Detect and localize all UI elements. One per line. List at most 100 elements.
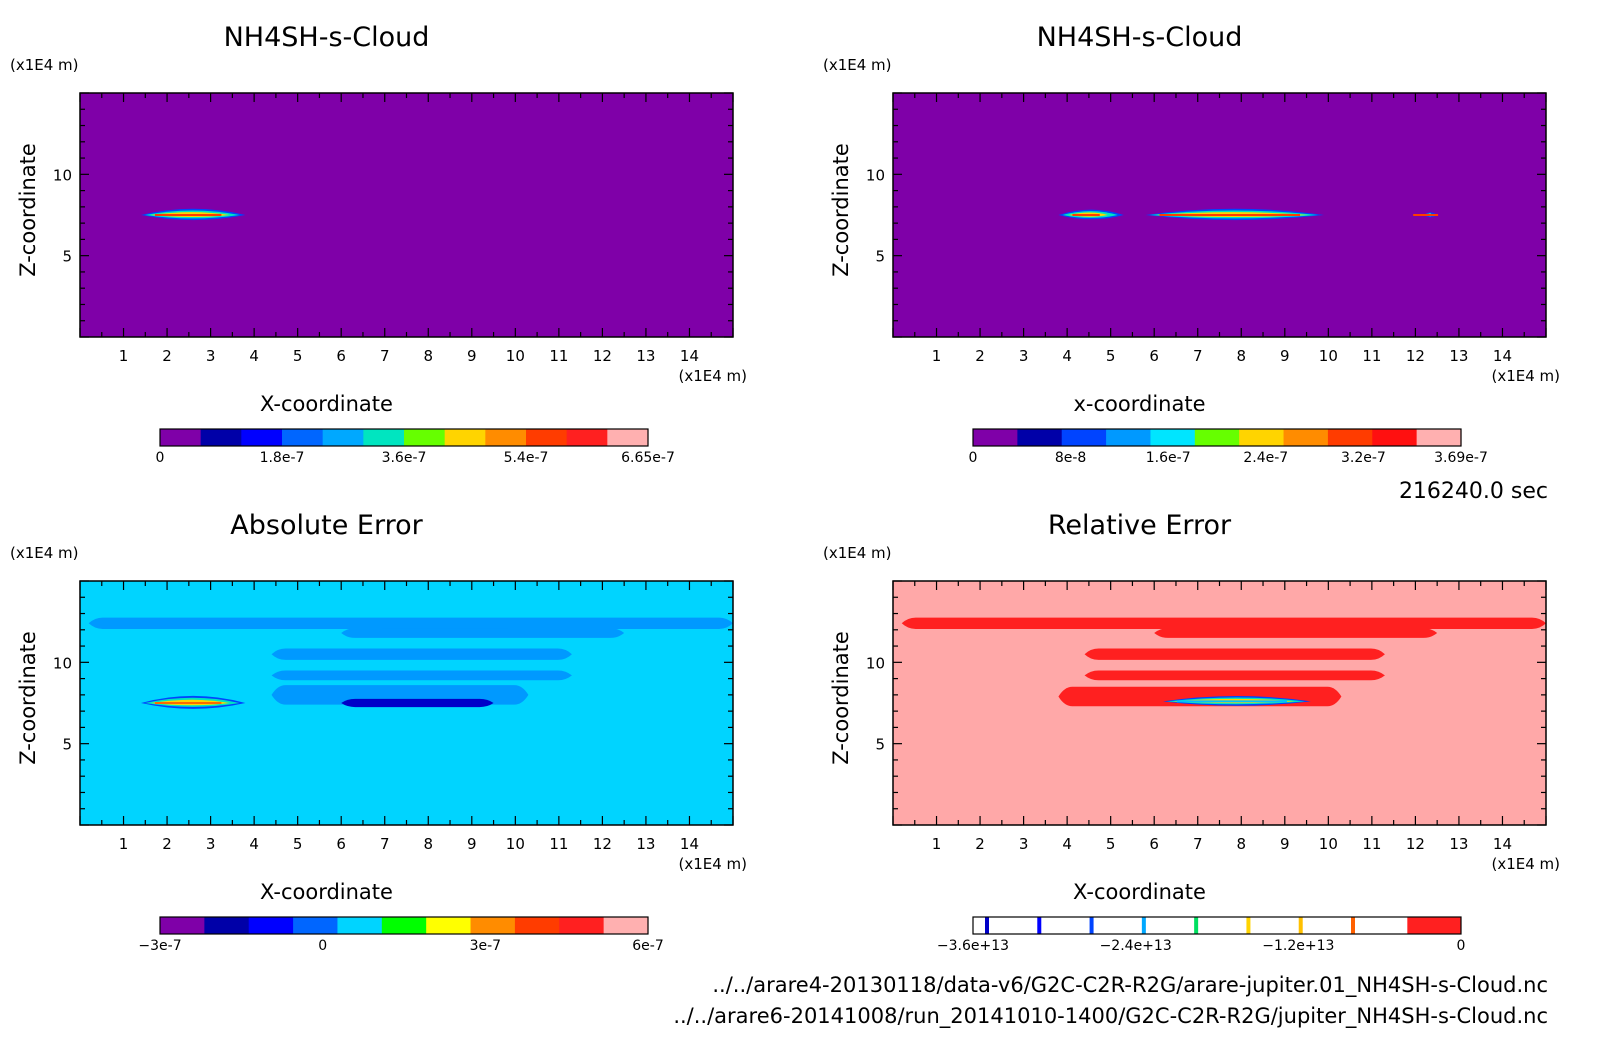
colorbar: 0 8e-8 1.6e-7 2.4e-7 3.2e-7 3.69e-7 [969, 428, 1488, 466]
chart-panel-2: NH4SH-s-Cloud(x1E4 m)(x1E4 m)1 2 3 4 5 6 7 8 9 10… [823, 22, 1560, 466]
colorbar-line [1194, 917, 1199, 934]
colorbar-tick-label: 6.65e-7 [621, 450, 675, 466]
colorbar-segment [1327, 429, 1373, 446]
x-tick-label: 13 [1449, 347, 1468, 365]
x-tick-label: 2 [975, 347, 985, 365]
colorbar-line [1298, 917, 1303, 934]
colorbar-segment [241, 429, 283, 446]
x-tick-label: 11 [1362, 347, 1381, 365]
x-tick-label: 10 [1319, 347, 1338, 365]
x-tick-label: 1 [932, 347, 942, 365]
colorbar-frame [972, 916, 1462, 935]
colorbar: −3.6e+13 −2.4e+13 −1.2e+13 0 [937, 916, 1466, 954]
y-unit-label: (x1E4 m) [823, 544, 892, 562]
x-tick-label: 13 [1449, 835, 1468, 853]
colorbar-segment [160, 917, 205, 934]
colorbar-line [1246, 917, 1251, 934]
contour-band [1084, 648, 1385, 660]
x-tick-label: 4 [249, 347, 259, 365]
x-tick-label: 8 [1236, 835, 1246, 853]
colorbar-tick-label: 0 [969, 450, 978, 466]
colorbar-segment [1372, 429, 1418, 446]
x-unit-label: (x1E4 m) [678, 855, 747, 873]
x-axis-label: X-coordinate [260, 392, 393, 416]
footer-file1: ../../arare4-20130118/data-v6/G2C-C2R-R2… [712, 973, 1548, 998]
x-tick-label: 14 [1493, 347, 1512, 365]
x-tick-label: 9 [1280, 347, 1290, 365]
x-tick-label: 1 [932, 835, 942, 853]
colorbar-segment [470, 917, 516, 934]
x-tick-label: 3 [206, 347, 216, 365]
colorbar-segment [444, 429, 486, 446]
y-tick-label: 5 [62, 248, 72, 266]
x-tick-label: 6 [336, 835, 346, 853]
time-label: 216240.0 sec [1399, 479, 1548, 504]
colorbar-segment [485, 429, 527, 446]
colorbar-segment [559, 917, 605, 934]
x-axis-label: X-coordinate [1073, 880, 1206, 904]
x-tick-label: 7 [1193, 835, 1203, 853]
colorbar-tick-label: 0 [156, 450, 165, 466]
colorbar-frame [159, 916, 649, 935]
x-tick-label: 14 [680, 835, 699, 853]
colorbar-segment [514, 917, 560, 934]
colorbar-segment [566, 429, 608, 446]
x-tick-label: 3 [206, 835, 216, 853]
contour-band [341, 698, 494, 708]
colorbar-segment [426, 917, 472, 934]
x-tick-label: 12 [1406, 835, 1425, 853]
colorbar-segment [1194, 429, 1240, 446]
y-tick-label: 5 [875, 248, 885, 266]
colorbar-tick-label: 3.2e-7 [1341, 450, 1386, 466]
contour-band [271, 670, 572, 681]
y-axis-label: Z-coordinate [16, 631, 40, 765]
colorbar-segment [1239, 429, 1285, 446]
y-tick-label: 5 [875, 736, 885, 754]
x-unit-label: (x1E4 m) [1491, 855, 1560, 873]
colorbar-tick-label: 1.8e-7 [260, 450, 305, 466]
colorbar-tick-label: 3.6e-7 [382, 450, 427, 466]
colorbar-segment [1416, 429, 1462, 446]
chart-title: NH4SH-s-Cloud [224, 22, 430, 53]
x-unit-label: (x1E4 m) [1491, 367, 1560, 385]
colorbar-segment [1017, 429, 1063, 446]
colorbar-segment [404, 429, 446, 446]
x-tick-label: 9 [1280, 835, 1290, 853]
colorbar-segment [248, 917, 294, 934]
x-tick-label: 5 [293, 835, 303, 853]
x-tick-label: 14 [1493, 835, 1512, 853]
colorbar-segment [363, 429, 405, 446]
x-tick-label: 4 [1062, 835, 1072, 853]
x-tick-label: 14 [680, 347, 699, 365]
x-tick-label: 13 [636, 835, 655, 853]
x-tick-label: 8 [1236, 347, 1246, 365]
colorbar-segment [603, 917, 649, 934]
x-tick-label: 9 [467, 347, 477, 365]
x-tick-label: 12 [1406, 347, 1425, 365]
colorbar-line [1351, 917, 1355, 934]
y-unit-label: (x1E4 m) [10, 56, 79, 74]
x-axis-label: X-coordinate [260, 880, 393, 904]
x-tick-label: 1 [119, 835, 129, 853]
contour-band [271, 648, 572, 660]
chart-title: Absolute Error [230, 510, 423, 541]
chart-title: Relative Error [1048, 510, 1232, 541]
x-tick-label: 6 [1149, 347, 1159, 365]
colorbar-segment [160, 429, 202, 446]
colorbar-tick-label: −2.4e+13 [1100, 938, 1172, 954]
colorbar-segment [337, 917, 383, 934]
colorbar-line [1089, 917, 1094, 934]
colorbar-tick-label: 5.4e-7 [504, 450, 549, 466]
x-tick-label: 11 [1362, 835, 1381, 853]
x-tick-label: 7 [380, 835, 390, 853]
colorbar-segment [1407, 917, 1461, 934]
panels: NH4SH-s-Cloud(x1E4 m)(x1E4 m)1 2 3 4 5 6 7 8 9 10… [10, 22, 1560, 954]
x-tick-label: 6 [1149, 835, 1159, 853]
y-tick-label: 5 [62, 736, 72, 754]
x-tick-label: 11 [549, 835, 568, 853]
colorbar-tick-label: −3.6e+13 [937, 938, 1009, 954]
contour-band [88, 617, 733, 629]
x-tick-label: 10 [506, 835, 525, 853]
colorbar-tick-label: 0 [1457, 938, 1466, 954]
